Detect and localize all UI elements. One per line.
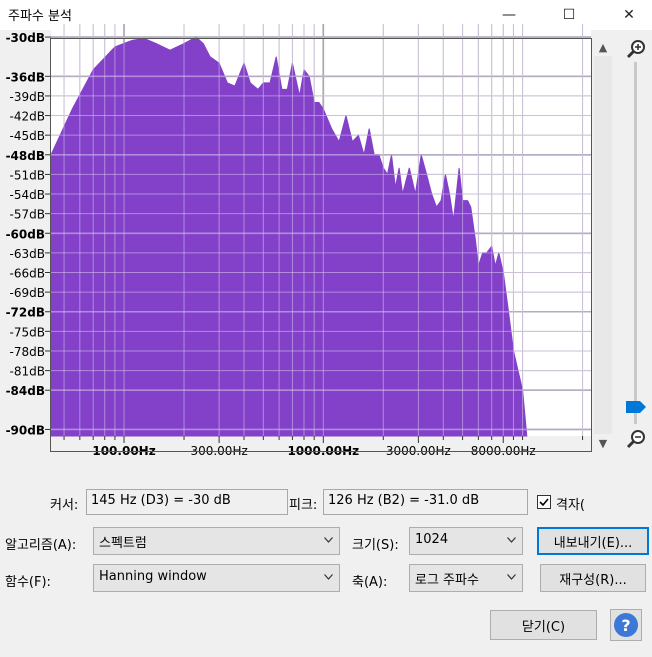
x-tick-label: 1000.00Hz (287, 444, 359, 458)
y-tick-label: -66dB (10, 267, 45, 281)
y-tick-label: -81dB (10, 365, 45, 379)
y-tick-label: -30dB (6, 31, 45, 45)
y-axis-labels: -30dB -36dB -39dB -42dB -45dB -48dB -51dB -54dB… (6, 31, 51, 437)
chevron-down-icon (324, 574, 333, 580)
scrollbar-track[interactable] (594, 56, 612, 434)
export-button[interactable]: 내보내기(E)... (537, 527, 649, 555)
spectrum-plot[interactable]: -30dB -36dB -39dB -42dB -45dB -48dB -51dB -54dB… (0, 0, 652, 490)
maximize-button[interactable]: ☐ (562, 7, 576, 23)
zoom-slider-track[interactable] (634, 62, 637, 424)
close-window-button[interactable]: ✕ (623, 7, 635, 23)
axis-select[interactable]: 로그 주파수 (409, 564, 523, 592)
size-select-value: 1024 (415, 532, 449, 547)
y-tick-label: -90dB (6, 423, 45, 437)
y-tick-label: -60dB (6, 227, 45, 241)
zoom-out-icon[interactable] (625, 428, 647, 450)
spectrum-series (50, 24, 591, 437)
window-function-select-value: Hanning window (99, 569, 207, 584)
replot-button[interactable]: 재구성(R)... (540, 564, 646, 592)
zoom-in-icon[interactable] (625, 38, 647, 60)
algorithm-select[interactable]: 스펙트럼 (93, 527, 340, 555)
y-tick-label: -69dB (10, 286, 45, 300)
y-tick-label: -39dB (10, 90, 45, 104)
scroll-down-arrow-icon[interactable]: ▼ (598, 436, 608, 450)
grid-checkbox-label: 격자( (556, 498, 585, 513)
zoom-slider-thumb[interactable] (626, 401, 646, 413)
x-tick-label: 300.00Hz (190, 444, 247, 458)
y-tick-label: -51dB (10, 168, 45, 182)
peak-readout: 126 Hz (B2) = -31.0 dB (323, 489, 528, 515)
y-tick-label: -42dB (10, 110, 45, 124)
vertical-scrollbar[interactable]: ▲ ▼ (594, 38, 612, 452)
chevron-down-icon (507, 574, 516, 580)
window-function-select[interactable]: Hanning window (93, 564, 340, 592)
algorithm-label: 알고리즘(A): (5, 538, 77, 553)
y-tick-label: -72dB (6, 306, 45, 320)
y-tick-label: -36dB (6, 70, 45, 84)
minimize-button[interactable]: — (502, 7, 516, 23)
x-axis-labels: 100.00Hz 300.00Hz 1000.00Hz 3000.00Hz 8000.0… (63, 436, 584, 458)
y-tick-label: -63dB (10, 247, 45, 261)
algorithm-select-value: 스펙트럼 (99, 536, 147, 551)
help-icon: ? (614, 613, 638, 637)
y-tick-label: -54dB (10, 188, 45, 202)
size-label: 크기(S): (352, 538, 399, 553)
chevron-down-icon (507, 537, 516, 543)
x-tick-label: 8000.00Hz (471, 444, 536, 458)
size-select[interactable]: 1024 (409, 527, 523, 555)
peak-label: 피크: (289, 498, 318, 513)
y-tick-label: -78dB (10, 345, 45, 359)
chevron-down-icon (324, 537, 333, 543)
y-tick-label: -48dB (6, 149, 45, 163)
function-label: 함수(F): (5, 575, 51, 590)
y-tick-label: -45dB (10, 129, 45, 143)
scroll-up-arrow-icon[interactable]: ▲ (598, 40, 608, 54)
axis-select-value: 로그 주파수 (415, 573, 479, 588)
cursor-label: 커서: (50, 498, 79, 513)
grid-checkbox[interactable] (537, 495, 551, 509)
x-tick-label: 100.00Hz (92, 444, 155, 458)
help-button[interactable]: ? (610, 609, 642, 641)
x-tick-label: 3000.00Hz (386, 444, 451, 458)
axis-label: 축(A): (352, 575, 388, 590)
checkmark-icon (539, 498, 549, 507)
cursor-readout: 145 Hz (D3) = -30 dB (86, 489, 288, 515)
y-tick-label: -84dB (6, 384, 45, 398)
y-tick-label: -57dB (10, 208, 45, 222)
close-button[interactable]: 닫기(C) (490, 610, 597, 640)
window-title: 주파수 분석 (8, 9, 72, 24)
y-tick-label: -75dB (10, 325, 45, 339)
